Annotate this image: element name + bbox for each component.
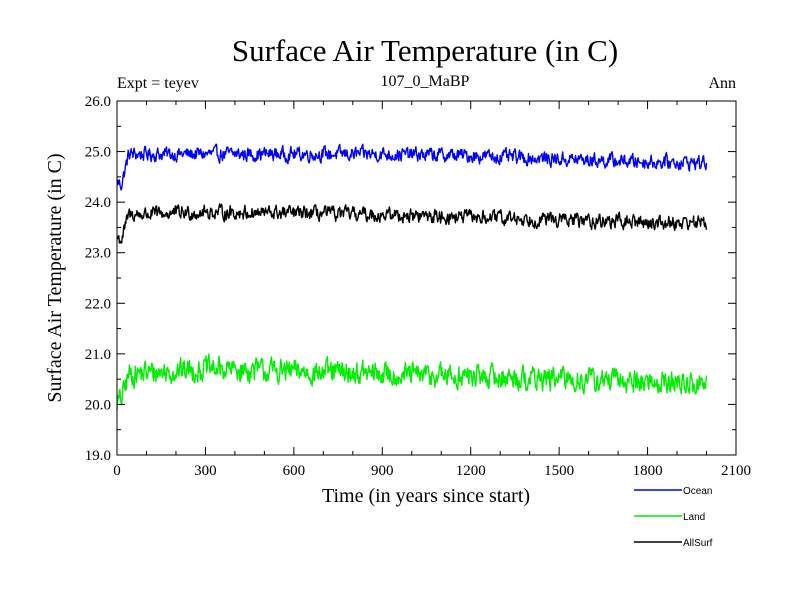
series-line-ocean [116,143,708,191]
experiment-label: Expt = teyev [117,75,199,92]
y-tick-label: 23.0 [85,246,111,262]
legend-label-allsurf: AllSurf [683,538,713,549]
legend-label-ocean: Ocean [683,486,712,497]
x-tick-label: 300 [194,463,217,479]
x-axis: 0 300 600 900 1200 1500 1800 2100 [113,101,751,479]
y-tick-label: 25.0 [85,145,111,161]
y-axis: 19.0 20.0 21.0 22.0 23.0 24.0 25.0 26.0 [85,94,736,464]
chart-title: Surface Air Temperature (in C) [232,33,618,68]
season-label: Ann [708,75,736,92]
x-tick-label: 900 [371,463,394,479]
legend-label-land: Land [683,512,705,523]
period-label: 107_0_MaBP [381,73,470,90]
series-line-land [116,353,708,411]
x-tick-label: 600 [283,463,306,479]
y-tick-label: 20.0 [85,397,111,413]
series-layer [116,143,708,411]
series-line-allsurf [116,203,708,244]
x-tick-label: 1500 [544,463,574,479]
y-tick-label: 19.0 [85,448,111,464]
y-axis-label: Surface Air Temperature (in C) [44,153,66,402]
x-axis-label: Time (in years since start) [322,485,530,507]
y-tick-label: 26.0 [85,94,111,110]
x-tick-label: 1800 [633,463,663,479]
x-tick-label: 0 [113,463,121,479]
x-tick-label: 2100 [721,463,751,479]
y-tick-label: 24.0 [85,195,111,211]
y-tick-label: 22.0 [85,296,111,312]
y-tick-label: 21.0 [85,347,111,363]
legend: Ocean Land AllSurf [634,486,713,549]
x-tick-label: 1200 [456,463,486,479]
